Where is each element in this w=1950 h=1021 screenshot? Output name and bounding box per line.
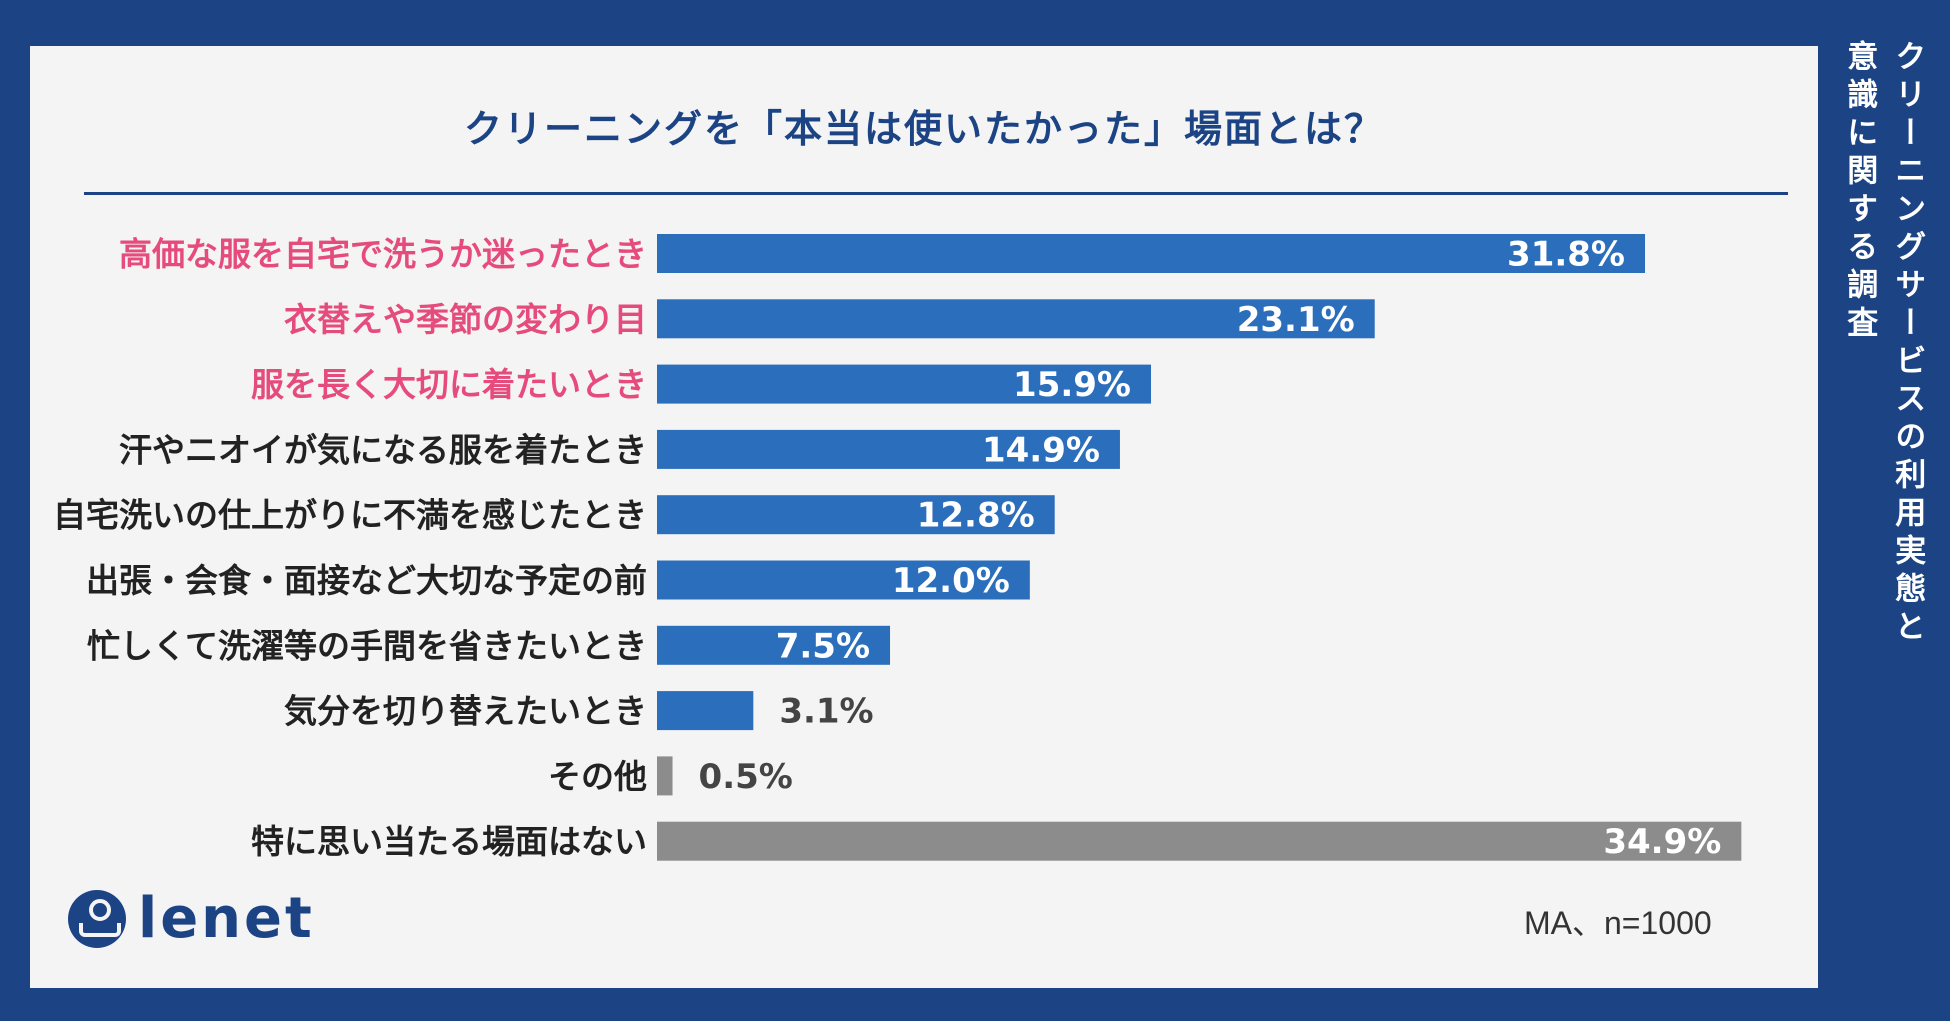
bar (657, 364, 1152, 404)
brand-logo: lenet (68, 886, 315, 951)
survey-title-line2: 意識に関する調査 (1841, 40, 1878, 344)
value-label: 12.8% (917, 496, 1035, 536)
bar (657, 756, 673, 796)
value-label: 7.5% (776, 626, 870, 666)
category-label: 出張・会食・面接など大切な予定の前 (86, 561, 647, 600)
bar (657, 495, 1055, 535)
value-label: 3.1% (779, 692, 873, 732)
bar (657, 691, 754, 731)
value-label: 12.0% (892, 561, 1010, 601)
category-label: 衣替えや季節の変わり目 (284, 300, 647, 339)
sample-note: MA、n=1000 (1524, 905, 1712, 941)
chart-title: クリーニングを「本当は使いたかった」場面とは？ (463, 107, 1384, 151)
value-label: 34.9% (1603, 822, 1721, 862)
value-label: 15.9% (1013, 365, 1131, 405)
logo-text: lenet (138, 886, 315, 951)
category-label: その他 (548, 757, 647, 796)
value-label: 23.1% (1237, 300, 1355, 340)
bar (657, 821, 1742, 861)
value-label: 14.9% (982, 430, 1100, 470)
hanger-person-icon (68, 889, 126, 948)
category-label: 服を長く大切に着たいとき (251, 365, 647, 404)
bar (657, 560, 1030, 600)
bar (657, 299, 1375, 339)
category-label: 高価な服を自宅で洗うか迷ったとき (119, 235, 647, 274)
category-label: 忙しくて洗濯等の手間を省きたいとき (87, 626, 647, 665)
category-label: 特に思い当たる場面はない (251, 822, 647, 861)
bar (657, 429, 1120, 469)
value-label: 31.8% (1507, 235, 1625, 275)
value-label: 0.5% (699, 757, 793, 797)
bar (657, 234, 1646, 273)
category-label: 気分を切り替えたいとき (284, 692, 647, 731)
category-label: 汗やニオイが気になる服を着たとき (119, 430, 647, 469)
bar (657, 625, 891, 665)
survey-title-line1: クリーニングサービスの利用実態と (1889, 40, 1926, 648)
title-divider (84, 192, 1788, 195)
category-label: 自宅洗いの仕上がりに不満を感じたとき (53, 496, 647, 535)
